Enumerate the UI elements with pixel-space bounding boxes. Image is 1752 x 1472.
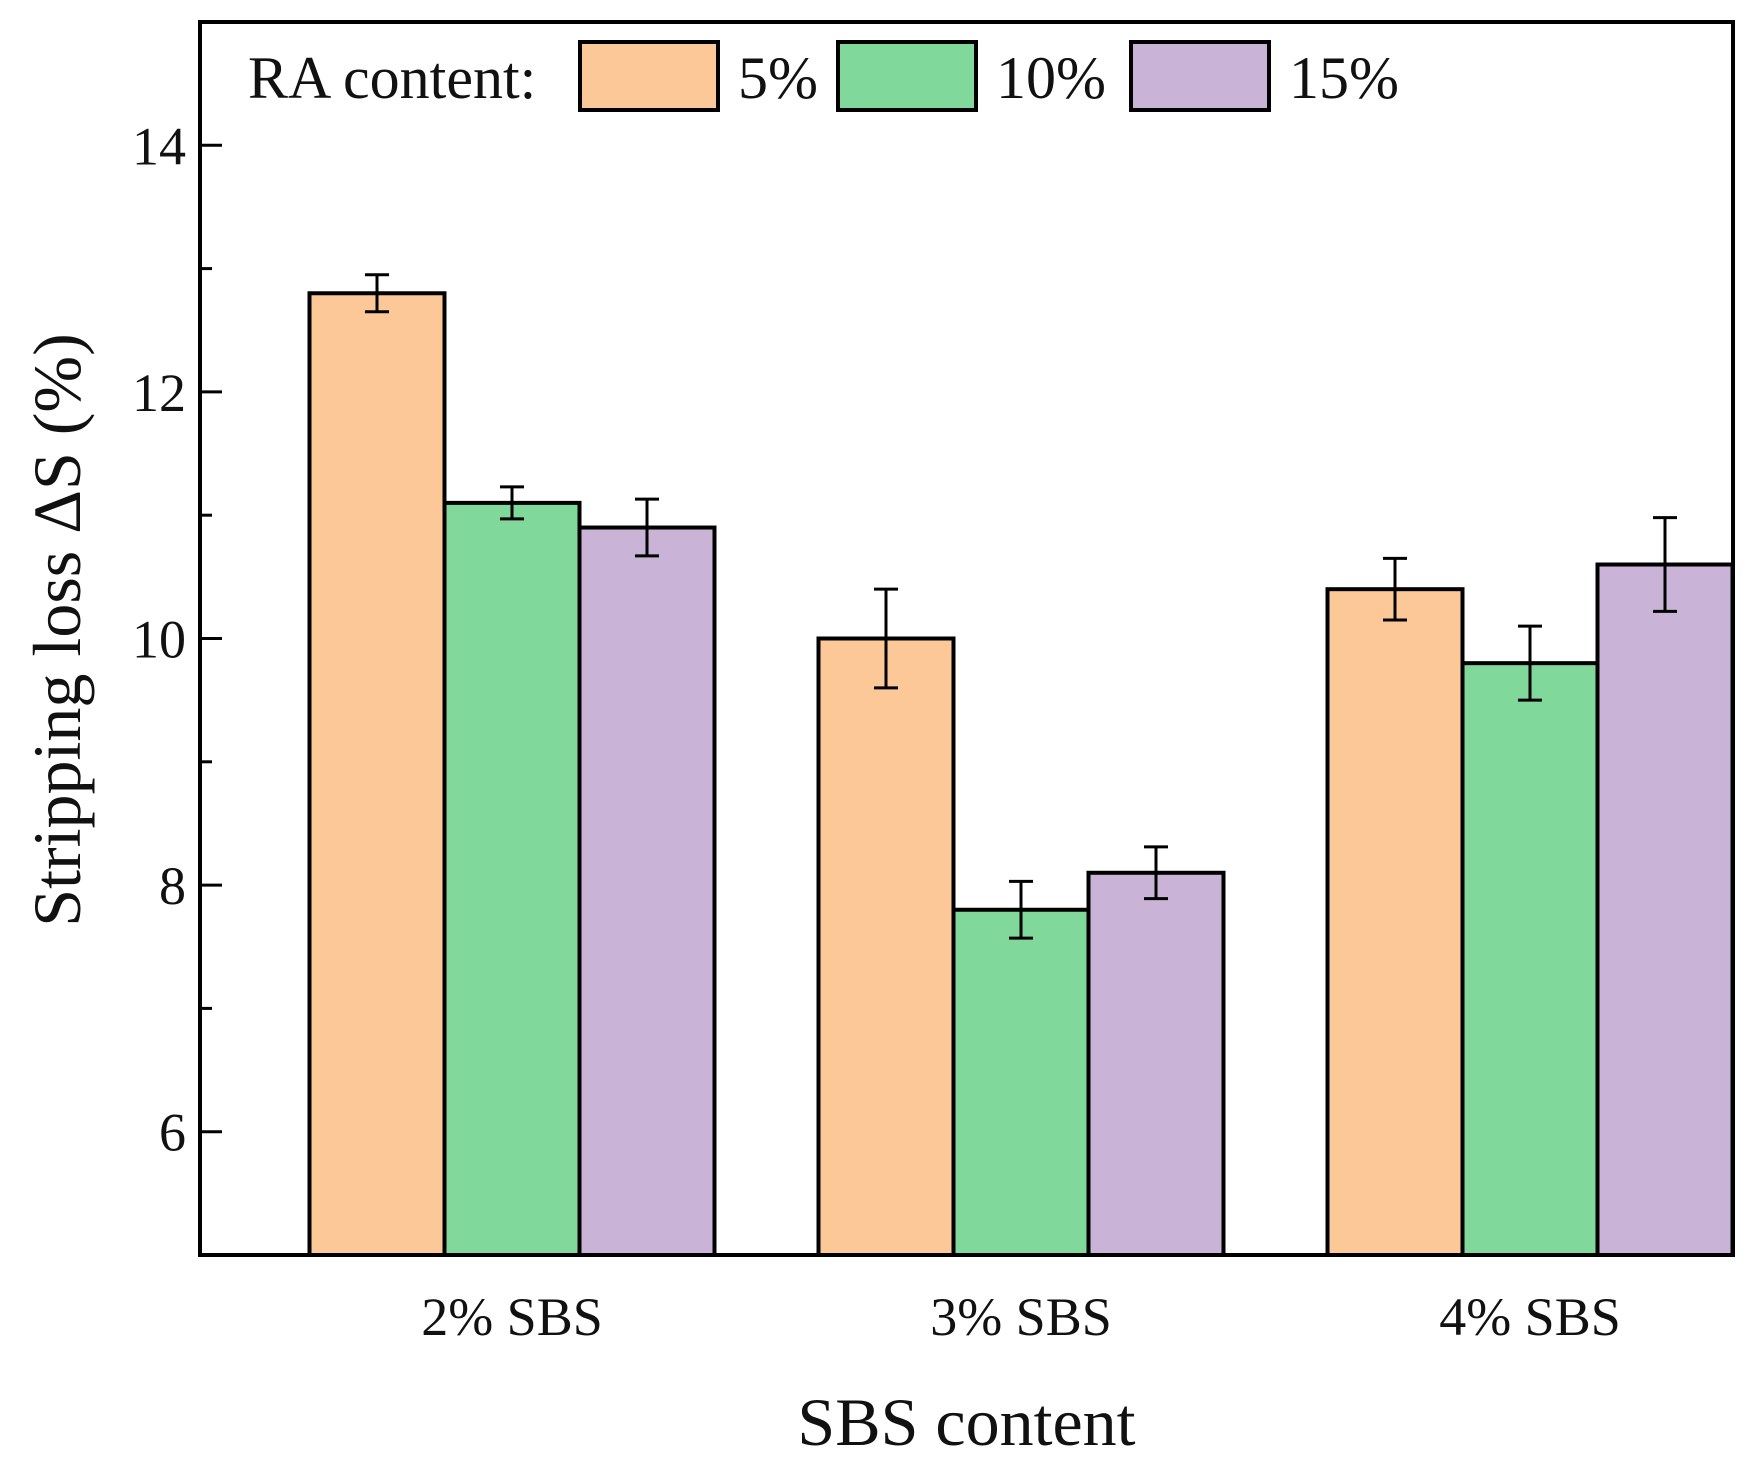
error-bar-2-series-1 <box>874 587 898 690</box>
bar-2-series-1 <box>816 636 956 1257</box>
error-bar-1-series-2 <box>500 485 524 521</box>
error-bar-3-series-1 <box>1383 556 1407 622</box>
error-bars-layer <box>365 273 1677 940</box>
x-axis-title: SBS content <box>797 1384 1135 1460</box>
x-tick-label-2: 3% SBS <box>930 1287 1112 1347</box>
y-tick-label-12: 12 <box>132 363 186 423</box>
legend-swatch-2 <box>836 40 978 112</box>
y-tick-label-10: 10 <box>132 610 186 670</box>
y-axis-title: Stripping loss ΔS (%) <box>19 333 95 926</box>
y-tick-label-8: 8 <box>159 856 186 916</box>
legend-title: RA content: <box>248 45 536 111</box>
error-bar-3-series-3 <box>1653 516 1677 613</box>
legend-label-3: 15% <box>1289 45 1399 111</box>
error-bar-3-series-2 <box>1518 624 1542 702</box>
x-tick-label-3: 4% SBS <box>1439 1287 1621 1347</box>
bar-2-series-3 <box>1086 870 1226 1258</box>
x-axis: 2% SBS 3% SBS 4% SBS <box>421 1287 1621 1347</box>
legend-label-1: 5% <box>738 45 818 111</box>
error-bar-2-series-3 <box>1144 845 1168 901</box>
legend: RA content: 5% 10% 15% <box>248 40 1399 112</box>
error-bar-1-series-3 <box>635 497 659 558</box>
y-axis: 6 8 10 12 14 <box>132 20 222 1257</box>
legend-label-2: 10% <box>996 45 1106 111</box>
y-tick-label-6: 6 <box>159 1103 186 1163</box>
error-bar-1-series-1 <box>365 273 389 314</box>
bar-1-series-3 <box>577 525 717 1257</box>
y-tick-label-14: 14 <box>132 116 186 176</box>
legend-swatch-3 <box>1129 40 1271 112</box>
bar-1-series-1 <box>307 291 447 1257</box>
bar-3-series-2 <box>1460 661 1600 1257</box>
bar-3-series-3 <box>1595 562 1735 1257</box>
x-tick-label-1: 2% SBS <box>421 1287 603 1347</box>
legend-swatch-1 <box>578 40 720 112</box>
bar-1-series-2 <box>442 500 582 1257</box>
error-bar-2-series-2 <box>1009 879 1033 940</box>
bar-2-series-2 <box>951 907 1091 1257</box>
bars-layer <box>307 291 1735 1258</box>
bar-3-series-1 <box>1325 587 1465 1257</box>
